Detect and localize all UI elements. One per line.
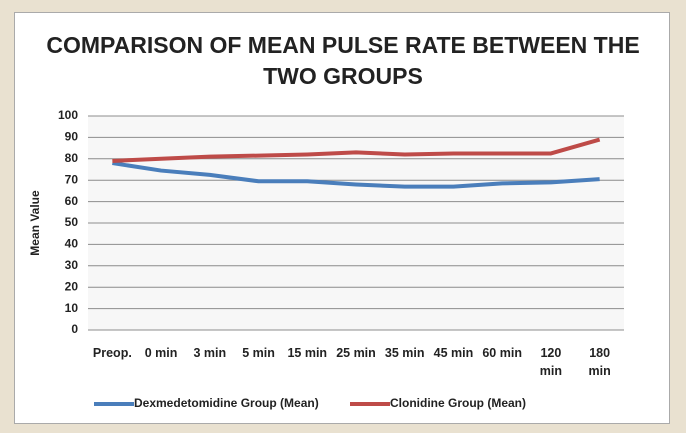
y-tick-label: 10 [65,301,79,315]
line-series [112,137,601,163]
y-tick-label: 90 [65,130,79,144]
y-tick-label: 20 [65,279,79,293]
x-tick-label: 15 min [287,346,328,360]
x-tick-label: 35 min [384,346,425,360]
line-series [112,161,600,189]
x-tick-label: 25 min [336,346,376,360]
x-tick-label: 45 min [433,346,474,360]
x-tick-label: 180 min [588,346,611,378]
y-tick-label: 50 [65,215,79,229]
legend-label: Dexmedetomidine Group (Mean) [134,396,319,410]
y-tick-label: 70 [65,172,79,186]
x-tick-label: Preop. [92,346,132,360]
y-tick-label: 60 [65,194,79,208]
x-tick-label: 60 min [482,346,522,360]
x-tick-label: 3 min [193,346,227,360]
legend-label: Clonidine Group (Mean) [390,396,526,410]
y-axis-label: Mean Value [28,190,42,256]
y-tick-label: 40 [65,237,79,251]
y-tick-label: 0 [71,322,78,336]
x-tick-label: 120 min [539,346,563,378]
x-tick-label: 0 min [144,346,178,360]
x-tick-label: 5 min [242,346,275,360]
y-tick-label: 80 [65,151,79,165]
y-tick-label: 100 [58,108,78,122]
y-tick-label: 30 [65,258,79,272]
chart-title: COMPARISON OF MEAN PULSE RATE BETWEEN TH… [46,32,640,89]
